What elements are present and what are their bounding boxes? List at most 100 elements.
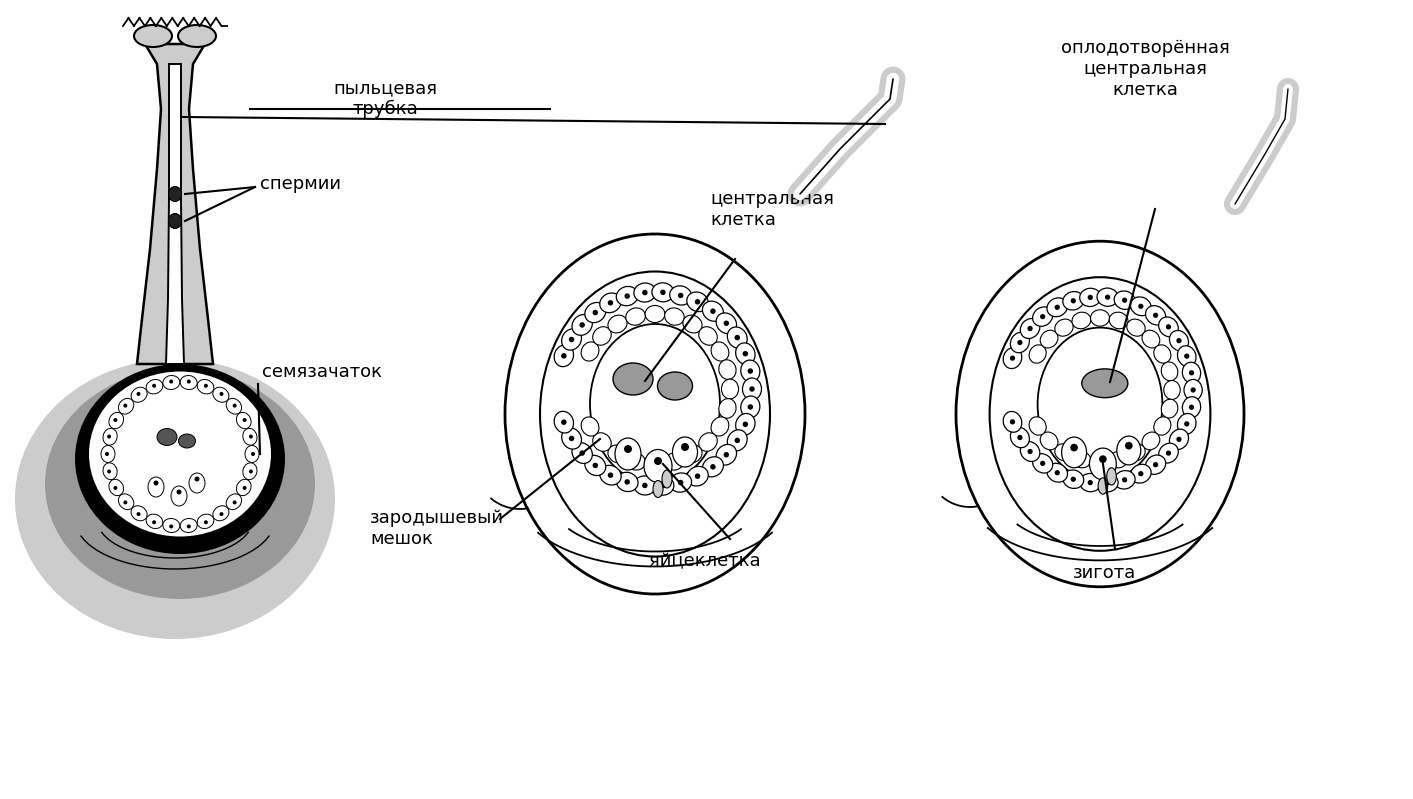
Ellipse shape (243, 463, 257, 479)
Ellipse shape (113, 486, 117, 490)
Ellipse shape (146, 380, 162, 394)
Ellipse shape (153, 384, 155, 388)
Ellipse shape (625, 479, 630, 485)
Ellipse shape (736, 343, 755, 364)
Ellipse shape (195, 476, 199, 482)
Ellipse shape (1080, 474, 1101, 491)
Ellipse shape (616, 287, 639, 306)
Ellipse shape (244, 446, 259, 463)
Ellipse shape (1154, 345, 1171, 364)
Ellipse shape (657, 372, 692, 400)
Ellipse shape (236, 412, 252, 429)
Ellipse shape (653, 480, 663, 498)
Text: семязачаток: семязачаток (261, 363, 382, 381)
Ellipse shape (131, 388, 147, 402)
Ellipse shape (1063, 292, 1084, 310)
Ellipse shape (168, 186, 181, 201)
Ellipse shape (1126, 319, 1145, 336)
Ellipse shape (1017, 340, 1023, 345)
Ellipse shape (1091, 310, 1109, 326)
Text: спермии: спермии (260, 175, 341, 193)
Ellipse shape (681, 443, 690, 451)
Text: оплодотворённая
центральная
клетка: оплодотворённая центральная клетка (1061, 39, 1229, 98)
Ellipse shape (642, 290, 647, 296)
Ellipse shape (189, 473, 205, 493)
Ellipse shape (243, 486, 247, 490)
Ellipse shape (561, 419, 567, 425)
Ellipse shape (723, 320, 729, 326)
Ellipse shape (1109, 451, 1128, 468)
Ellipse shape (660, 483, 666, 488)
Ellipse shape (957, 241, 1243, 586)
Ellipse shape (171, 486, 187, 506)
Ellipse shape (687, 292, 708, 312)
Ellipse shape (1040, 432, 1058, 450)
Ellipse shape (148, 477, 164, 497)
Ellipse shape (45, 369, 315, 599)
Ellipse shape (687, 467, 708, 486)
Ellipse shape (219, 392, 223, 396)
Ellipse shape (591, 324, 721, 484)
Ellipse shape (203, 384, 208, 388)
Ellipse shape (1177, 437, 1181, 442)
Ellipse shape (213, 506, 229, 521)
Ellipse shape (1106, 467, 1116, 485)
Ellipse shape (1088, 480, 1092, 485)
Ellipse shape (608, 472, 613, 478)
Ellipse shape (1063, 470, 1084, 488)
Ellipse shape (1027, 326, 1033, 331)
Ellipse shape (747, 404, 753, 410)
Ellipse shape (719, 399, 736, 418)
Ellipse shape (1170, 429, 1188, 450)
Polygon shape (137, 44, 213, 364)
Ellipse shape (1054, 443, 1074, 461)
Ellipse shape (1159, 317, 1178, 337)
Ellipse shape (716, 313, 736, 334)
Ellipse shape (137, 512, 140, 516)
Ellipse shape (198, 514, 213, 528)
Ellipse shape (626, 308, 646, 325)
Ellipse shape (75, 364, 285, 554)
Ellipse shape (1161, 400, 1178, 418)
Ellipse shape (1020, 442, 1040, 462)
Ellipse shape (1146, 306, 1166, 325)
Ellipse shape (702, 301, 723, 321)
Ellipse shape (1096, 474, 1118, 492)
Text: зигота: зигота (1074, 564, 1136, 582)
Ellipse shape (1130, 464, 1152, 483)
Ellipse shape (572, 443, 592, 463)
Ellipse shape (100, 446, 114, 463)
Ellipse shape (107, 435, 112, 439)
Ellipse shape (1153, 462, 1159, 467)
Ellipse shape (723, 452, 729, 458)
Ellipse shape (1010, 427, 1030, 447)
Ellipse shape (1098, 478, 1108, 494)
Ellipse shape (1029, 417, 1046, 435)
Ellipse shape (1125, 442, 1133, 450)
Ellipse shape (1020, 319, 1040, 339)
Ellipse shape (1184, 380, 1202, 400)
Ellipse shape (1054, 470, 1060, 475)
Ellipse shape (1088, 295, 1092, 300)
Ellipse shape (642, 483, 647, 488)
Ellipse shape (1139, 471, 1143, 476)
Ellipse shape (1037, 328, 1163, 481)
Ellipse shape (1071, 476, 1075, 482)
Ellipse shape (625, 293, 630, 299)
Ellipse shape (203, 520, 208, 524)
Ellipse shape (572, 315, 592, 336)
Ellipse shape (113, 418, 117, 422)
Ellipse shape (736, 413, 755, 435)
Ellipse shape (137, 392, 140, 396)
Ellipse shape (1040, 330, 1058, 348)
Ellipse shape (213, 388, 229, 402)
Ellipse shape (153, 520, 155, 524)
Ellipse shape (592, 310, 598, 316)
Ellipse shape (719, 360, 736, 380)
Ellipse shape (1188, 404, 1194, 410)
Ellipse shape (16, 359, 335, 639)
Ellipse shape (742, 378, 762, 400)
Ellipse shape (154, 480, 158, 486)
Ellipse shape (1161, 362, 1178, 381)
Ellipse shape (540, 272, 770, 556)
